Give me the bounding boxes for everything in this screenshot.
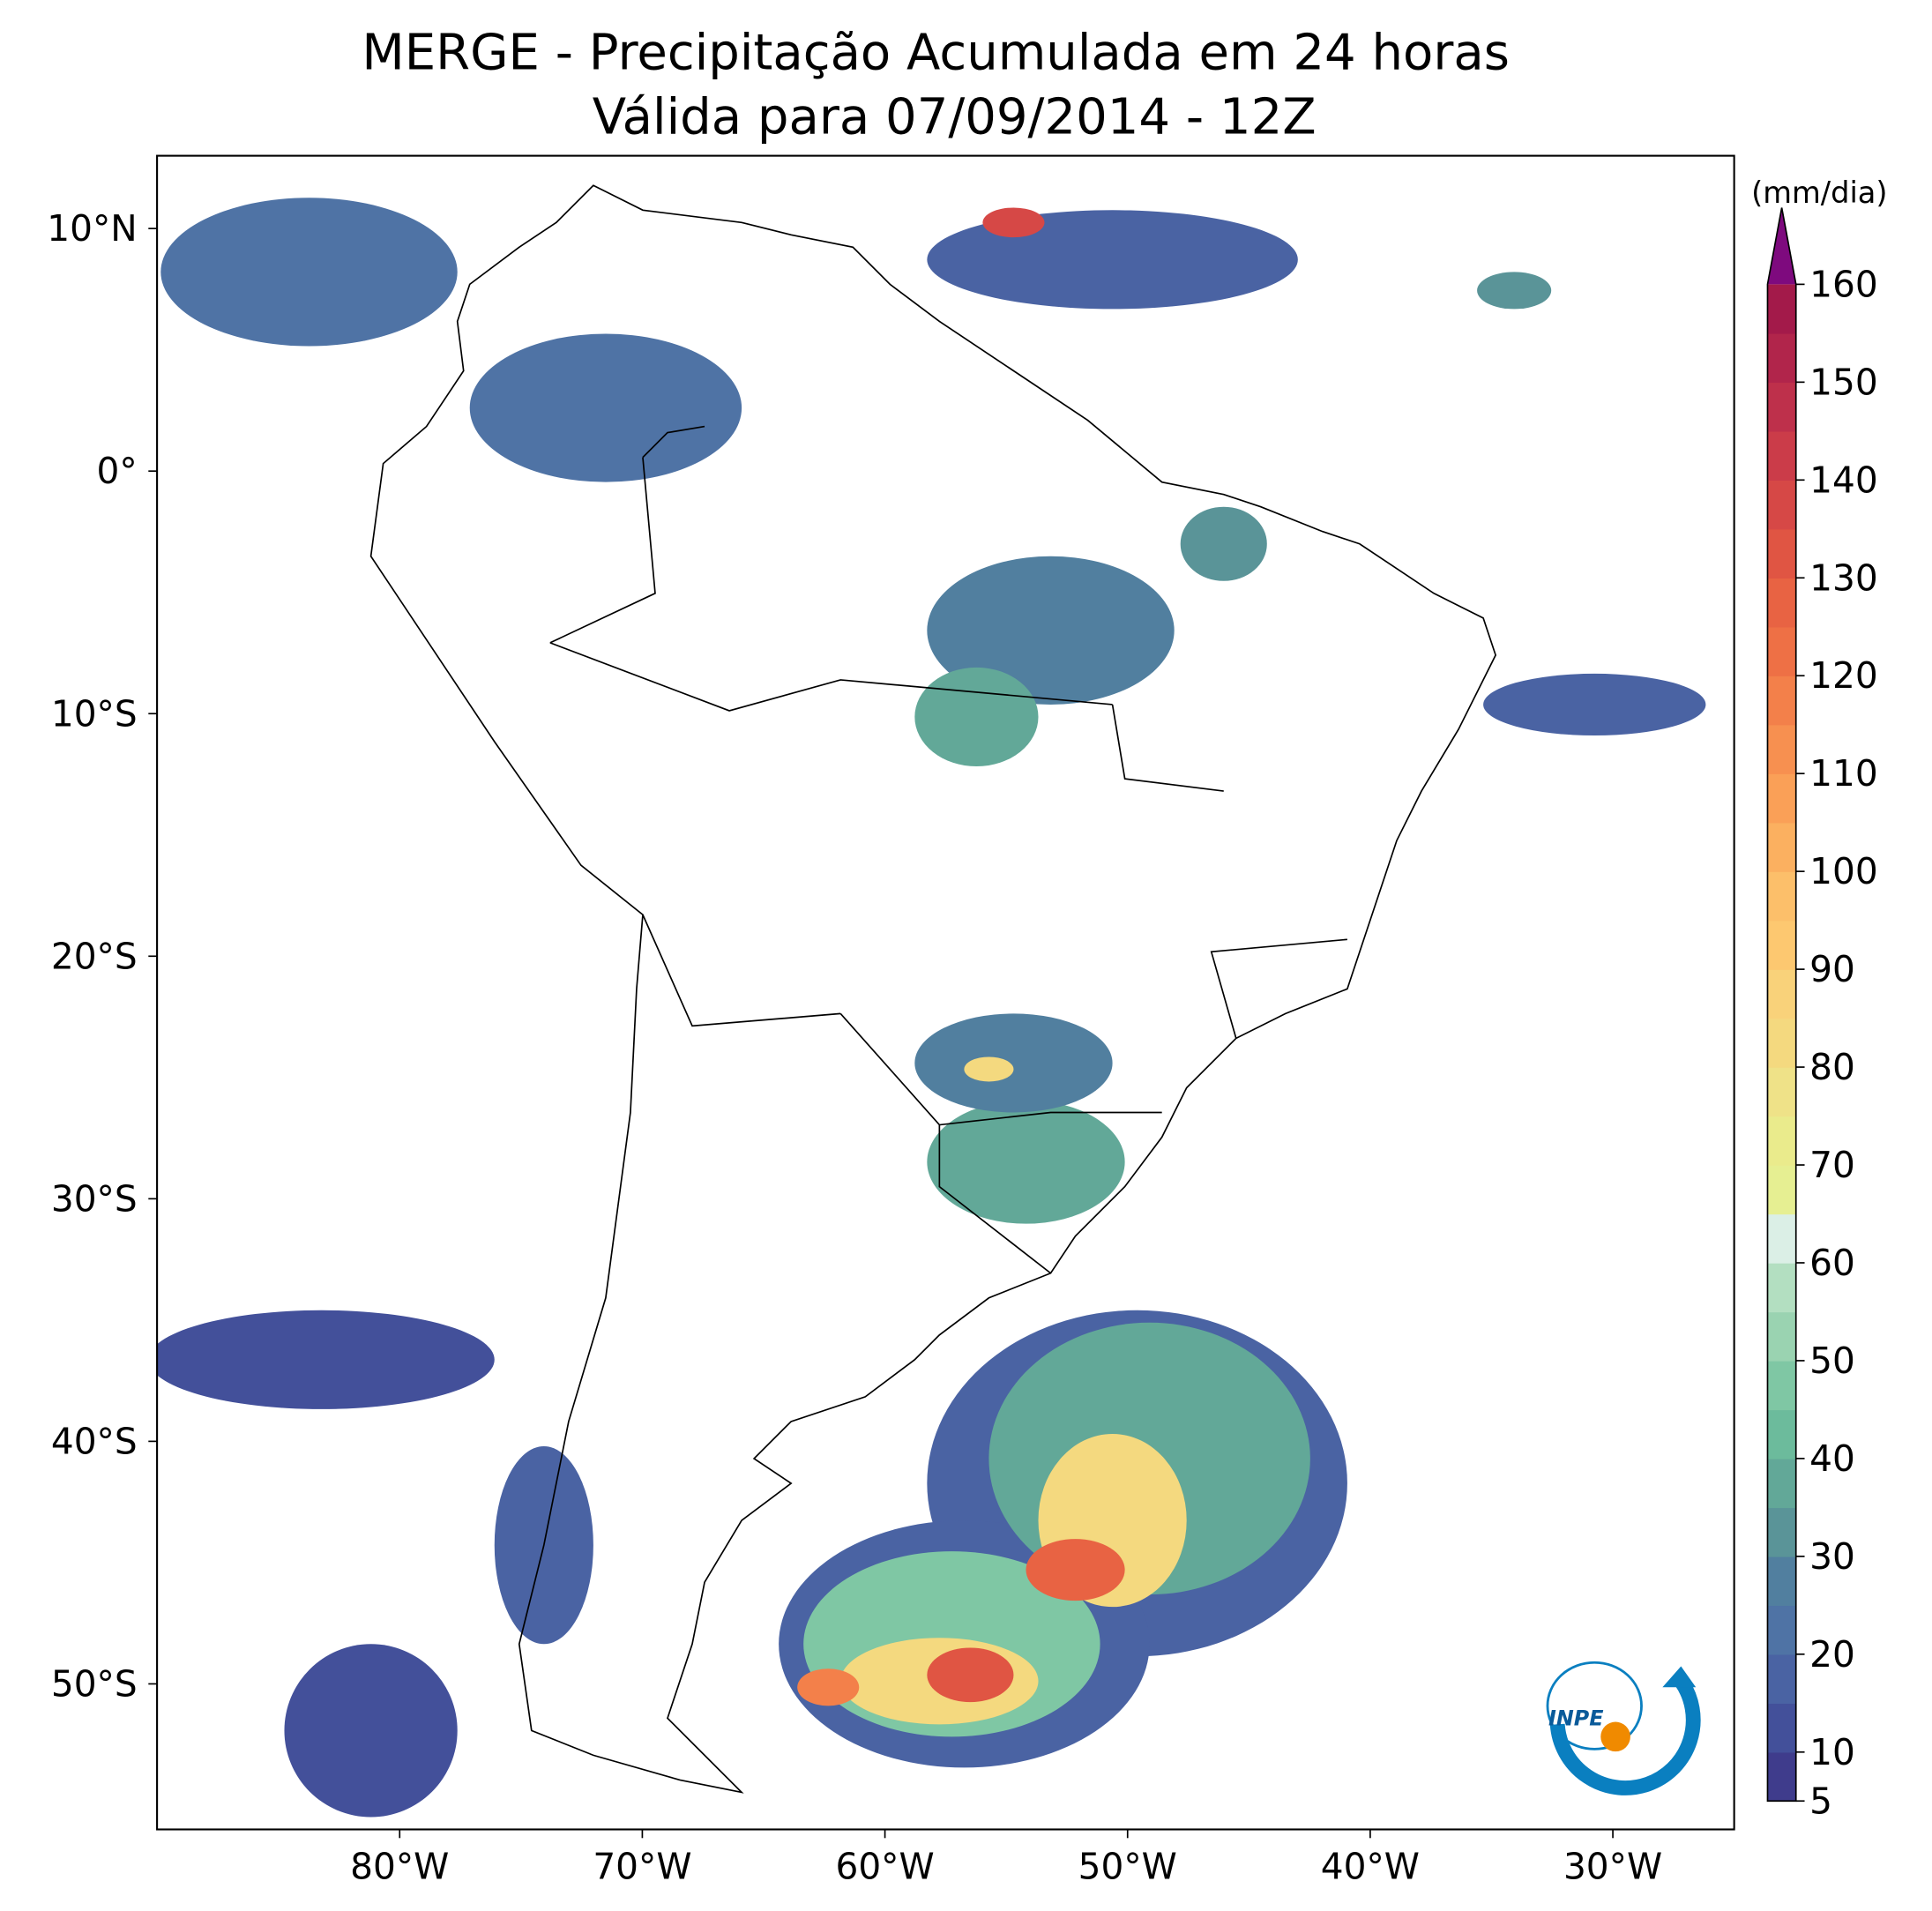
colorbar-tick-label: 70 xyxy=(1809,1144,1855,1186)
colorbar-tick-label: 150 xyxy=(1809,361,1878,403)
coastline xyxy=(369,184,1497,1794)
colorbar-band xyxy=(1767,1703,1796,1753)
colorbar-band xyxy=(1767,626,1796,676)
colorbar-band xyxy=(1767,1605,1796,1655)
colorbar-band xyxy=(1767,773,1796,824)
map-frame xyxy=(156,154,1735,1831)
colorbar-tick-label: 5 xyxy=(1809,1780,1832,1822)
colorbar-tick-label: 130 xyxy=(1809,556,1878,599)
colorbar-band xyxy=(1767,1116,1796,1166)
colorbar-band xyxy=(1767,1311,1796,1362)
colorbar-band xyxy=(1767,430,1796,481)
colorbar-tick-label: 80 xyxy=(1809,1046,1855,1088)
colorbar-band xyxy=(1767,382,1796,432)
y-tick-label: 10°S xyxy=(51,692,138,735)
x-tick-label: 60°W xyxy=(835,1846,934,1888)
map-area xyxy=(157,155,1734,1830)
colorbar-tick-label: 100 xyxy=(1809,850,1878,892)
colorbar-band xyxy=(1767,920,1796,970)
y-tick-label: 20°S xyxy=(51,935,138,977)
colorbar-frame xyxy=(1766,207,1797,1803)
colorbar-tick-label: 20 xyxy=(1809,1633,1855,1676)
colorbar-tick-label: 140 xyxy=(1809,459,1878,501)
colorbar-band xyxy=(1767,1653,1796,1704)
x-tick-label: 40°W xyxy=(1321,1846,1420,1888)
colorbar-tick-label: 160 xyxy=(1809,263,1878,305)
colorbar-tick-label: 60 xyxy=(1809,1242,1855,1284)
colorbar-tick-label: 120 xyxy=(1809,654,1878,697)
colorbar-band xyxy=(1767,1165,1796,1215)
colorbar-band xyxy=(1767,1018,1796,1068)
precipitation-field xyxy=(157,198,1706,1818)
colorbar-tick-label: 50 xyxy=(1809,1340,1855,1382)
colorbar-band xyxy=(1767,1409,1796,1459)
y-tick-label: 10°N xyxy=(47,207,137,250)
colorbar-band xyxy=(1767,1458,1796,1509)
colorbar-band xyxy=(1767,1262,1796,1313)
colorbar-tick-label: 110 xyxy=(1809,752,1878,795)
x-tick-label: 50°W xyxy=(1078,1846,1177,1888)
y-tick-label: 40°S xyxy=(51,1420,138,1462)
colorbar-band xyxy=(1767,1213,1796,1264)
colorbar-tick-label: 30 xyxy=(1809,1535,1855,1578)
colorbar-band xyxy=(1767,332,1796,384)
colorbar-band xyxy=(1767,480,1796,530)
title: MERGE - Precipitação Acumulada em 24 hor… xyxy=(362,24,1510,81)
x-tick-label: 80°W xyxy=(350,1846,449,1888)
colorbar-band xyxy=(1767,1067,1796,1117)
colorbar-band xyxy=(1767,676,1796,726)
colorbar-tick-label: 40 xyxy=(1809,1437,1855,1480)
logo-text: INPE xyxy=(1548,1706,1604,1731)
colorbar-tick-label: 10 xyxy=(1809,1731,1855,1773)
colorbar-band xyxy=(1767,284,1796,334)
colorbar-band xyxy=(1767,1556,1796,1607)
x-tick-label: 70°W xyxy=(593,1846,691,1888)
colorbar-extend xyxy=(1767,207,1796,285)
colorbar-band xyxy=(1767,528,1796,579)
colorbar-band xyxy=(1767,724,1796,774)
colorbar-band xyxy=(1767,822,1796,872)
colorbar-tick-label: 90 xyxy=(1809,948,1855,990)
x-tick-label: 30°W xyxy=(1563,1846,1662,1888)
y-tick-label: 30°S xyxy=(51,1177,138,1220)
borders xyxy=(549,425,1347,1274)
colorbar-band xyxy=(1767,969,1796,1019)
colorbar-band xyxy=(1767,578,1796,628)
y-tick-label: 0° xyxy=(97,450,138,492)
subtitle: Válida para 07/09/2014 - 12Z xyxy=(593,88,1317,146)
colorbar-band xyxy=(1767,1751,1796,1802)
colorbar-band xyxy=(1767,1360,1796,1411)
inpe-logo: INPE xyxy=(1546,1661,1701,1795)
colorbar-label: (mm/dia) xyxy=(1751,175,1887,210)
y-tick-label: 50°S xyxy=(51,1662,138,1705)
colorbar-band xyxy=(1767,871,1796,922)
colorbar-band xyxy=(1767,1507,1796,1557)
